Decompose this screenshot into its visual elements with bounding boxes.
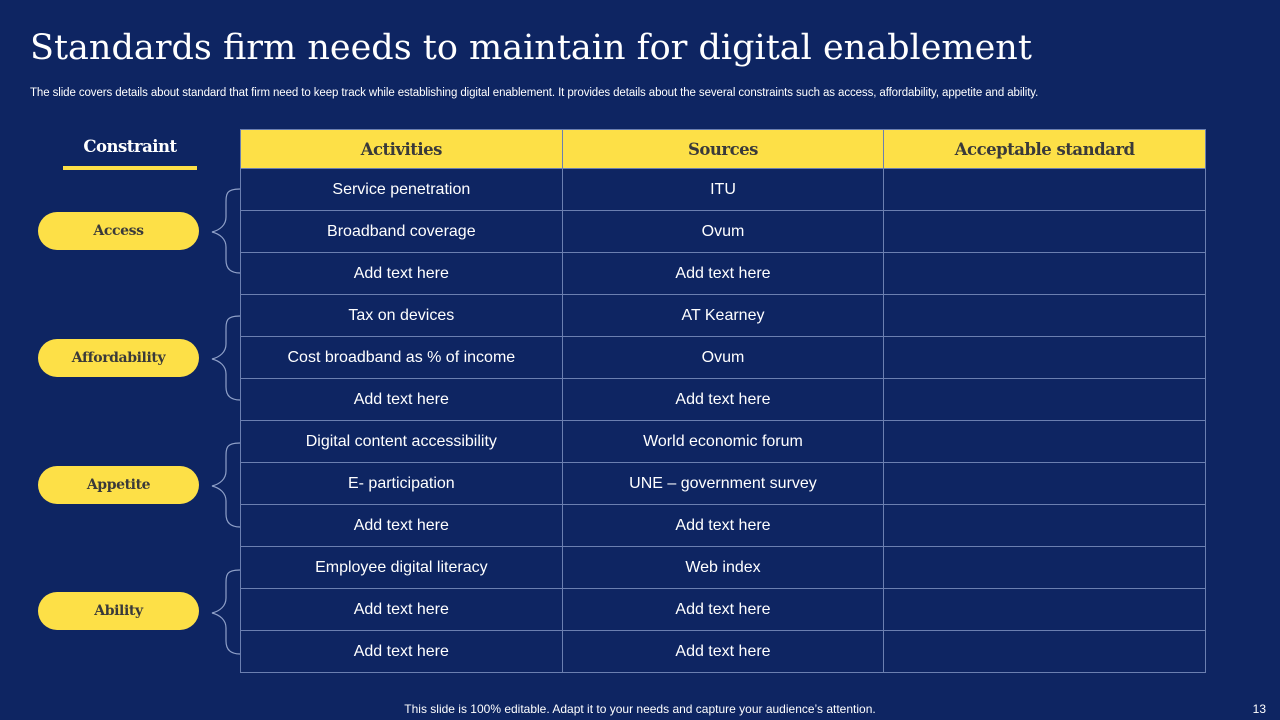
bracket-access	[211, 188, 241, 274]
source-cell: Ovum	[561, 210, 885, 253]
standard-cell	[883, 504, 1206, 547]
source-cell: Ovum	[561, 336, 885, 379]
group-brackets	[211, 188, 241, 655]
activity-cell: Cost broadband as % of income	[240, 336, 563, 379]
standard-cell	[883, 546, 1206, 589]
bracket-appetite	[211, 442, 241, 528]
bracket-ability	[211, 569, 241, 655]
activity-cell: Employee digital literacy	[240, 546, 563, 589]
table-header-row: Activities Sources Acceptable standard	[240, 129, 1206, 169]
table-row: E- participation UNE – government survey	[240, 462, 1206, 505]
source-cell: Web index	[561, 546, 885, 589]
table-row: Add text here Add text here	[240, 504, 1206, 547]
table-row: Employee digital literacy Web index	[240, 546, 1206, 589]
page-number: 13	[1252, 702, 1266, 716]
standard-cell	[883, 210, 1206, 253]
source-cell: UNE – government survey	[561, 462, 885, 505]
source-cell: Add text here	[561, 378, 885, 421]
source-cell: ITU	[561, 168, 885, 211]
standard-cell	[883, 378, 1206, 421]
footer-note: This slide is 100% editable. Adapt it to…	[404, 702, 876, 716]
table-row: Add text here Add text here	[240, 252, 1206, 295]
standards-table: Activities Sources Acceptable standard S…	[240, 129, 1206, 673]
table-row: Add text here Add text here	[240, 630, 1206, 673]
standard-cell	[883, 630, 1206, 673]
header-sources: Sources	[561, 129, 885, 169]
source-cell: Add text here	[561, 504, 885, 547]
standard-cell	[883, 294, 1206, 337]
table-row: Cost broadband as % of income Ovum	[240, 336, 1206, 379]
source-cell: World economic forum	[561, 420, 885, 463]
constraint-pill-access: Access	[38, 212, 199, 250]
table-row: Add text here Add text here	[240, 588, 1206, 631]
source-cell: AT Kearney	[561, 294, 885, 337]
source-cell: Add text here	[561, 252, 885, 295]
table-row: Broadband coverage Ovum	[240, 210, 1206, 253]
activity-cell: Add text here	[240, 252, 563, 295]
constraint-pill-appetite: Appetite	[38, 466, 199, 504]
activity-cell: Tax on devices	[240, 294, 563, 337]
header-acceptable-standard: Acceptable standard	[883, 129, 1206, 169]
standard-cell	[883, 420, 1206, 463]
activity-cell: Add text here	[240, 630, 563, 673]
activity-cell: Broadband coverage	[240, 210, 563, 253]
activity-cell: Add text here	[240, 504, 563, 547]
table-row: Digital content accessibility World econo…	[240, 420, 1206, 463]
activity-cell: Service penetration	[240, 168, 563, 211]
source-cell: Add text here	[561, 588, 885, 631]
bracket-affordability	[211, 315, 241, 401]
table-row: Service penetration ITU	[240, 168, 1206, 211]
source-cell: Add text here	[561, 630, 885, 673]
activity-cell: Add text here	[240, 588, 563, 631]
table-row: Tax on devices AT Kearney	[240, 294, 1206, 337]
activity-cell: E- participation	[240, 462, 563, 505]
header-activities: Activities	[240, 129, 563, 169]
standard-cell	[883, 588, 1206, 631]
table-row: Add text here Add text here	[240, 378, 1206, 421]
standard-cell	[883, 252, 1206, 295]
activity-cell: Add text here	[240, 378, 563, 421]
standard-cell	[883, 168, 1206, 211]
standard-cell	[883, 336, 1206, 379]
slide-title: Standards firm needs to maintain for dig…	[30, 28, 1032, 68]
constraint-pill-affordability: Affordability	[38, 339, 199, 377]
activity-cell: Digital content accessibility	[240, 420, 563, 463]
constraint-pill-ability: Ability	[38, 592, 199, 630]
standard-cell	[883, 462, 1206, 505]
constraint-heading: Constraint	[63, 136, 197, 170]
slide-subtitle: The slide covers details about standard …	[30, 87, 1039, 99]
